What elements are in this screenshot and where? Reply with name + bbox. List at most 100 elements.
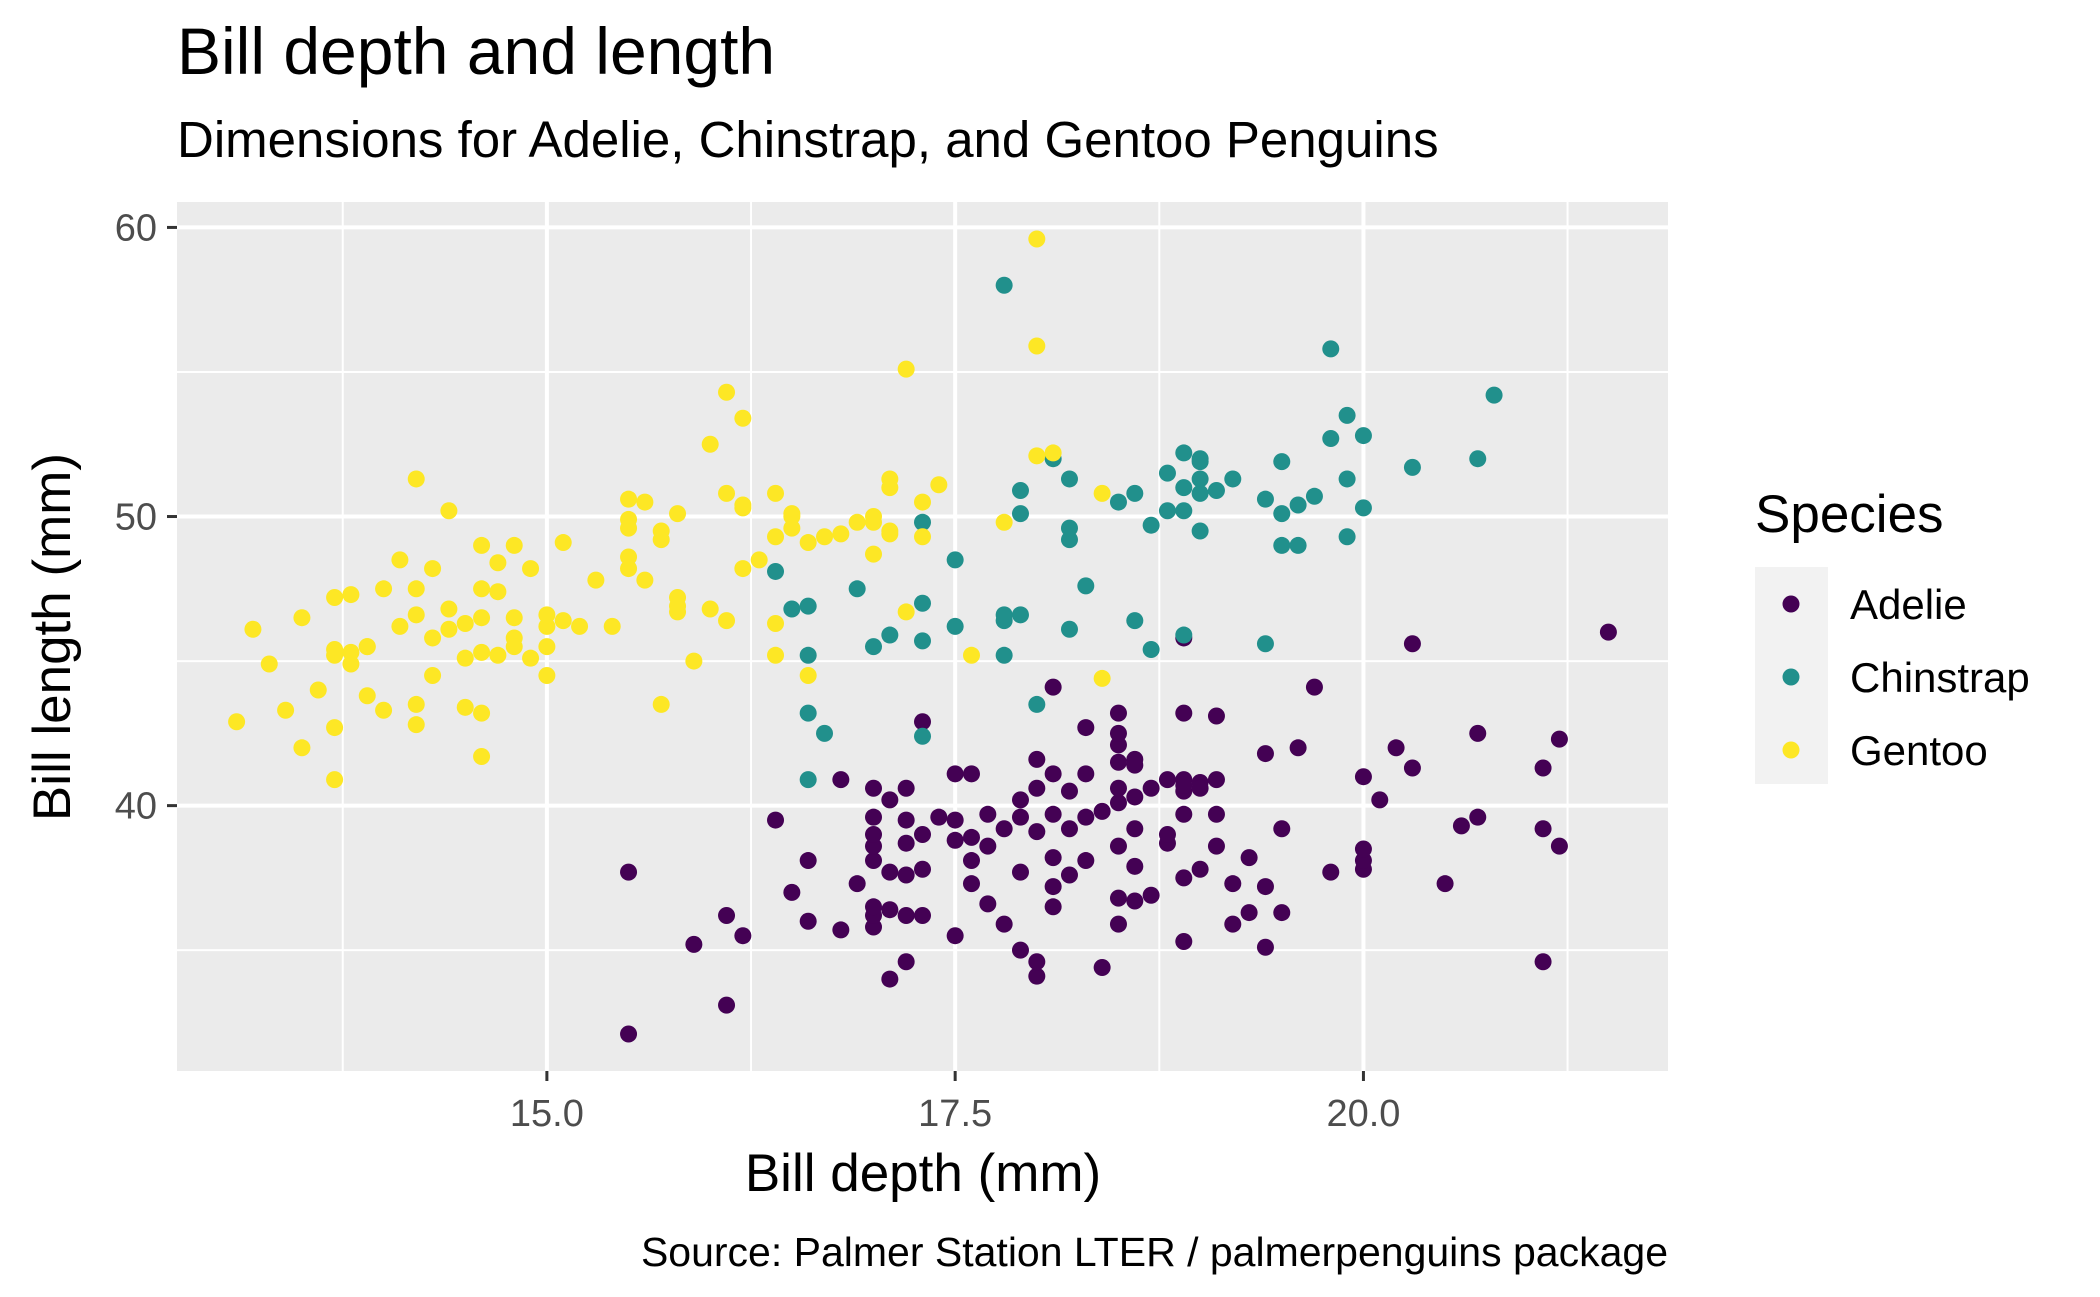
data-point <box>228 713 246 731</box>
data-point <box>1109 889 1127 907</box>
data-point <box>1142 516 1160 534</box>
data-point <box>1207 805 1225 823</box>
data-point <box>1011 482 1029 500</box>
data-point <box>554 612 572 630</box>
data-point <box>1060 519 1078 537</box>
legend-label-chinstrap: Chinstrap <box>1850 654 2030 701</box>
data-point <box>1109 837 1127 855</box>
data-point <box>1256 490 1274 508</box>
data-point <box>1469 808 1487 826</box>
data-point <box>1077 852 1095 870</box>
data-point <box>407 716 425 734</box>
data-point <box>783 883 801 901</box>
data-point <box>1158 464 1176 482</box>
data-point <box>1028 750 1046 768</box>
data-point <box>881 970 899 988</box>
data-point <box>1044 805 1062 823</box>
data-point <box>391 551 409 569</box>
data-point <box>375 701 393 719</box>
data-point <box>1175 444 1193 462</box>
data-point <box>1044 444 1062 462</box>
data-point <box>897 953 915 971</box>
data-point <box>652 522 670 540</box>
data-point <box>473 747 491 765</box>
data-point <box>767 646 785 664</box>
data-point <box>799 534 817 552</box>
data-point <box>407 695 425 713</box>
data-point <box>669 597 687 615</box>
data-point <box>1273 505 1291 523</box>
data-point <box>1534 820 1552 838</box>
data-point <box>718 484 736 502</box>
data-point <box>750 551 768 569</box>
data-point <box>832 921 850 939</box>
data-point <box>914 713 931 731</box>
data-point <box>1109 794 1127 812</box>
data-points <box>228 230 1617 1043</box>
data-point <box>1240 904 1258 922</box>
data-point <box>1191 860 1209 878</box>
data-point <box>1175 776 1193 794</box>
x-axis-title: Bill depth (mm) <box>745 1144 1101 1203</box>
minor-gridlines <box>177 202 1668 1071</box>
data-point <box>1338 528 1356 546</box>
data-point <box>620 490 638 508</box>
legend-title: Species <box>1755 485 1944 544</box>
data-point <box>1142 641 1160 659</box>
data-point <box>342 643 360 661</box>
data-point <box>1599 623 1617 641</box>
data-point <box>914 528 931 546</box>
data-point <box>1044 898 1062 916</box>
data-point <box>1028 447 1046 465</box>
data-point <box>734 560 752 578</box>
data-point <box>1305 678 1323 696</box>
data-point <box>1224 875 1242 893</box>
data-point <box>1028 230 1046 248</box>
x-tick-label: 17.5 <box>918 1093 992 1135</box>
data-point <box>685 652 703 670</box>
data-point <box>1191 522 1209 540</box>
data-point <box>1126 892 1144 910</box>
data-point <box>620 519 638 537</box>
data-point <box>1273 536 1291 554</box>
data-point <box>914 513 931 531</box>
data-point <box>293 739 311 757</box>
data-point <box>1273 904 1291 922</box>
data-point <box>1240 849 1258 867</box>
data-point <box>1158 771 1176 789</box>
data-point <box>1338 470 1356 488</box>
data-point <box>1191 484 1209 502</box>
data-point <box>1093 802 1111 820</box>
data-point <box>1322 429 1340 447</box>
data-point <box>685 935 703 953</box>
data-point <box>718 996 736 1014</box>
legend-label-gentoo: Gentoo <box>1850 727 1988 774</box>
data-point <box>799 667 817 685</box>
data-point <box>979 805 997 823</box>
data-point <box>358 638 376 656</box>
data-point <box>293 609 311 627</box>
data-point <box>489 583 507 601</box>
data-point <box>1191 779 1209 797</box>
data-point <box>914 906 931 924</box>
data-point <box>1109 724 1127 742</box>
data-point <box>1485 386 1503 404</box>
data-point <box>1044 849 1062 867</box>
data-point <box>865 508 883 526</box>
data-point <box>1436 875 1454 893</box>
data-point <box>946 927 964 945</box>
data-point <box>1126 857 1144 875</box>
data-point <box>1403 759 1421 777</box>
data-point <box>979 895 997 913</box>
data-point <box>1077 719 1095 737</box>
data-point <box>1175 502 1193 520</box>
data-point <box>914 594 931 612</box>
data-point <box>522 560 540 578</box>
data-point <box>1534 953 1552 971</box>
data-point <box>554 534 572 552</box>
data-point <box>897 811 915 829</box>
data-point <box>832 525 850 543</box>
data-point <box>1403 635 1421 653</box>
data-point <box>718 612 736 630</box>
